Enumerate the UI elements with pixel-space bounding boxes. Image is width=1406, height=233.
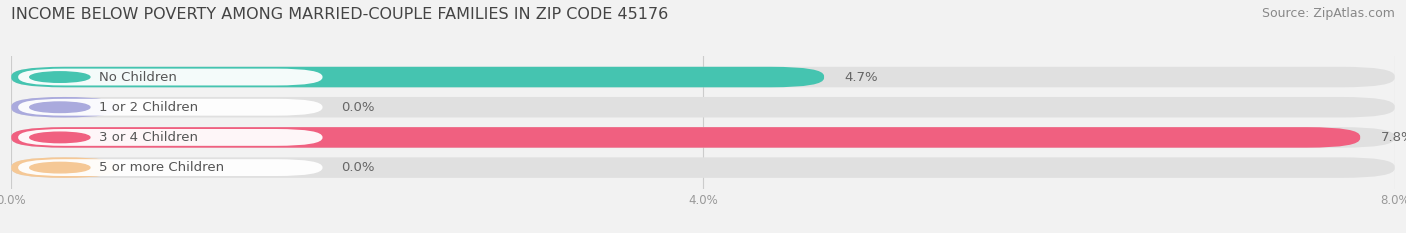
Text: 5 or more Children: 5 or more Children xyxy=(100,161,225,174)
Text: INCOME BELOW POVERTY AMONG MARRIED-COUPLE FAMILIES IN ZIP CODE 45176: INCOME BELOW POVERTY AMONG MARRIED-COUPL… xyxy=(11,7,668,22)
FancyBboxPatch shape xyxy=(11,157,117,178)
Circle shape xyxy=(30,102,90,113)
FancyBboxPatch shape xyxy=(18,69,322,86)
Text: 0.0%: 0.0% xyxy=(342,161,375,174)
FancyBboxPatch shape xyxy=(18,129,322,146)
FancyBboxPatch shape xyxy=(11,97,1395,117)
Circle shape xyxy=(30,132,90,143)
FancyBboxPatch shape xyxy=(18,99,322,116)
FancyBboxPatch shape xyxy=(11,127,1395,148)
FancyBboxPatch shape xyxy=(11,127,1360,148)
Text: No Children: No Children xyxy=(100,71,177,84)
Text: 4.7%: 4.7% xyxy=(845,71,879,84)
Text: 7.8%: 7.8% xyxy=(1381,131,1406,144)
FancyBboxPatch shape xyxy=(11,157,1395,178)
FancyBboxPatch shape xyxy=(11,67,1395,87)
Circle shape xyxy=(30,72,90,82)
FancyBboxPatch shape xyxy=(18,159,322,176)
Text: Source: ZipAtlas.com: Source: ZipAtlas.com xyxy=(1261,7,1395,20)
Text: 3 or 4 Children: 3 or 4 Children xyxy=(100,131,198,144)
FancyBboxPatch shape xyxy=(11,97,117,117)
Text: 1 or 2 Children: 1 or 2 Children xyxy=(100,101,198,114)
FancyBboxPatch shape xyxy=(11,67,824,87)
Text: 0.0%: 0.0% xyxy=(342,101,375,114)
Circle shape xyxy=(30,162,90,173)
